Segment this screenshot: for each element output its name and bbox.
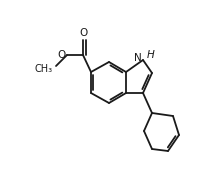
Text: O: O [58, 50, 66, 60]
Text: O: O [79, 28, 87, 38]
Text: CH₃: CH₃ [35, 64, 53, 74]
Text: N: N [134, 53, 142, 63]
Text: H: H [147, 50, 155, 60]
